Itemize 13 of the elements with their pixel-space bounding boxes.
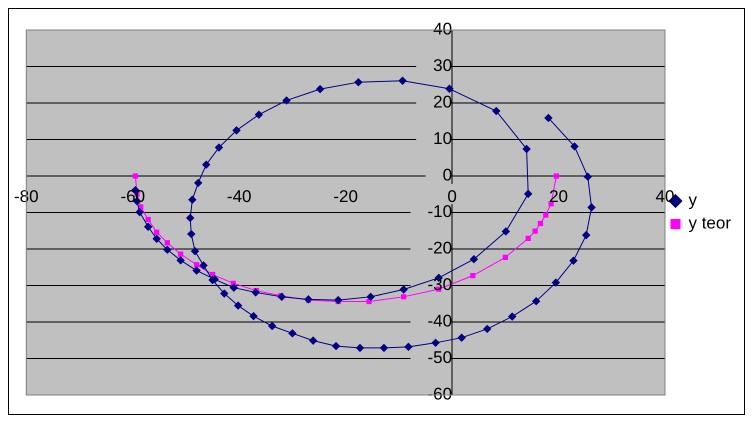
y-tick-label: 10 [433,129,452,148]
x-tick-label: -80 [14,186,39,206]
y-tick-label: -50 [428,348,452,368]
y-tick-label: 20 [433,92,452,112]
legend-label: y teor [688,214,732,233]
x-tick-label: 40 [656,186,674,206]
y-tick-label: 0 [442,166,452,185]
y-tick-label: -40 [428,312,452,331]
y-tick-label: -20 [428,238,452,258]
y-tick-label: 30 [433,56,452,76]
x-tick-label: -40 [226,186,252,206]
legend-label: y [688,190,698,210]
x-tick-label: -20 [333,186,358,206]
